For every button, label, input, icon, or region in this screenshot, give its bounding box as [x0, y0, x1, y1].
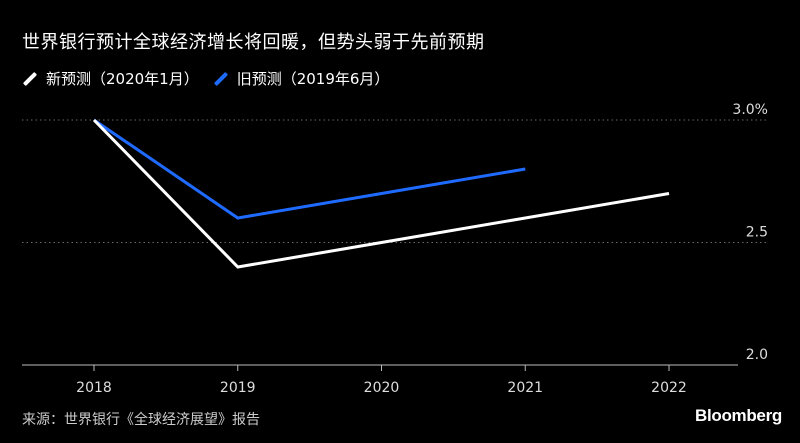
legend-item-old-forecast: 旧预测（2019年6月）	[213, 68, 390, 89]
x-tick-label-2: 2020	[364, 380, 400, 396]
x-tick-label-0: 2018	[76, 380, 112, 396]
source-note: 来源：世界银行《全球经济展望》报告	[22, 412, 260, 428]
legend-item-new-forecast: 新预测（2020年1月）	[22, 68, 199, 89]
chart-legend: 新预测（2020年1月） 旧预测（2019年6月）	[22, 68, 403, 89]
bloomberg-logo: Bloomberg	[694, 406, 782, 425]
y-tick-label-0: 3.0%	[732, 102, 768, 118]
series-line-0	[92, 118, 670, 269]
chart-title: 世界银行预计全球经济增长将回暖，但势头弱于先前预期	[22, 32, 485, 53]
y-tick-label-2: 2.0	[746, 347, 768, 363]
x-tick-label-1: 2019	[220, 380, 256, 396]
legend-label-old-forecast: 旧预测（2019年6月）	[236, 70, 390, 88]
series-line-1	[93, 118, 526, 220]
x-tick-label-4: 2022	[651, 380, 687, 396]
y-tick-label-1: 2.5	[746, 225, 768, 241]
x-tick-label-3: 2021	[507, 380, 543, 396]
legend-label-new-forecast: 新预测（2020年1月）	[46, 70, 199, 88]
